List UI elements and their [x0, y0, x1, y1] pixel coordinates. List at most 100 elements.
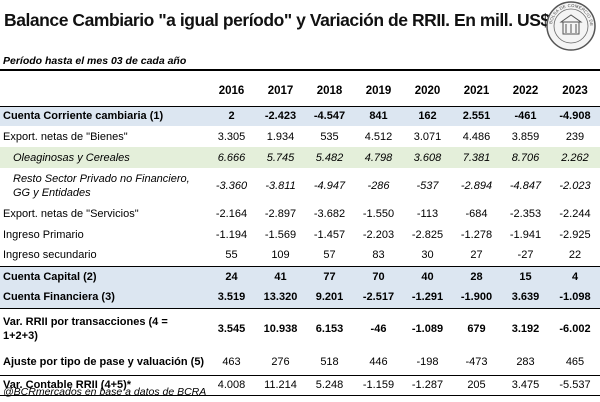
cell-value: -2.894 — [460, 179, 493, 192]
cell-value: 40 — [403, 265, 452, 287]
table-row: Ajuste por tipo de pase y valuación (5) … — [0, 349, 600, 375]
cell-value: 5.482 — [305, 147, 354, 168]
year-header: 2022 — [512, 84, 539, 97]
cell-value: -1.089 — [411, 322, 444, 335]
table-row: Cuenta Capital (2) 24 41 77 70 40 28 15 … — [0, 265, 600, 287]
table-row: Ingreso secundario 55 109 57 83 30 27 -2… — [0, 245, 600, 266]
cell-value: 6.666 — [207, 147, 256, 168]
row-label: Resto Sector Privado no Financiero, GG y… — [13, 172, 190, 199]
year-header: 2019 — [365, 84, 392, 97]
cell-value: 4.512 — [364, 130, 393, 143]
cell-value: -1.941 — [509, 228, 542, 241]
cell-value: 2 — [207, 105, 256, 126]
cell-value: -3.682 — [313, 207, 346, 220]
cell-value: 3.608 — [403, 147, 452, 168]
top-divider — [0, 69, 600, 71]
cell-value: 1.934 — [266, 130, 295, 143]
cell-value: 109 — [271, 249, 290, 262]
cell-value: -2.825 — [411, 228, 444, 241]
cell-value: 239 — [565, 130, 585, 143]
cell-value: -461 — [501, 105, 550, 126]
cell-value: 10.938 — [263, 322, 298, 335]
cell-value: 2.551 — [452, 105, 501, 126]
row-label: Cuenta Capital (2) — [0, 265, 207, 287]
table-row: Oleaginosas y Cereales 6.666 5.745 5.482… — [0, 147, 600, 168]
report-title: Balance Cambiario "a igual período" y Va… — [4, 10, 550, 30]
cell-value: 27 — [470, 249, 483, 262]
row-label: Oleaginosas y Cereales — [0, 147, 207, 168]
row-label: Ingreso secundario — [3, 249, 97, 262]
cell-value: 2.262 — [550, 147, 600, 168]
cell-value: -27 — [517, 249, 534, 262]
row-label: Ingreso Primario — [3, 228, 84, 241]
header-label-cell — [0, 76, 207, 106]
cell-value: -113 — [416, 207, 439, 220]
table-row: Resto Sector Privado no Financiero, GG y… — [0, 168, 600, 203]
cell-value: -1.457 — [313, 228, 346, 241]
cell-value: 28 — [452, 265, 501, 287]
cell-value: -1.278 — [460, 228, 493, 241]
cell-value: -684 — [465, 207, 488, 220]
cell-value: 3.859 — [511, 130, 540, 143]
cell-value: 22 — [568, 249, 582, 262]
cell-value: -1.291 — [403, 287, 452, 309]
cell-value: 55 — [225, 249, 238, 262]
table-row: Var. Contable RRII (4+5)* 4.008 11.214 5… — [0, 374, 600, 396]
cell-value: -1.098 — [550, 287, 600, 309]
cell-value: -473 — [465, 355, 488, 368]
row-label: Export. netas de "Bienes" — [3, 130, 128, 143]
table-row: Cuenta Corriente cambiaria (1) 2 -2.423 … — [0, 105, 600, 126]
cell-value: 205 — [452, 374, 501, 396]
row-label: Cuenta Corriente cambiaria (1) — [0, 105, 207, 126]
table-row: Ingreso Primario -1.194 -1.569 -1.457 -2… — [0, 224, 600, 245]
cell-value: -1.194 — [215, 228, 248, 241]
row-label: Export. netas de "Servicios" — [3, 207, 139, 220]
cell-value: 70 — [354, 265, 403, 287]
cell-value: -2.925 — [559, 228, 591, 241]
cell-value: -2.164 — [215, 207, 248, 220]
cell-value: 30 — [421, 249, 434, 262]
cell-value: 3.192 — [511, 322, 540, 335]
bcr-seal-logo: BOLSA DE COMERCIO DE ROSARIO — [545, 0, 596, 51]
cell-value: 24 — [207, 265, 256, 287]
year-header: 2020 — [414, 84, 441, 97]
cell-value: 535 — [320, 130, 339, 143]
cell-value: -3.811 — [265, 179, 296, 192]
cell-value: -4.947 — [313, 179, 346, 192]
row-label: Ajuste por tipo de pase y valuación (5) — [3, 355, 205, 368]
cell-value: 3.519 — [207, 287, 256, 309]
table-row: Cuenta Financiera (3) 3.519 13.320 9.201… — [0, 287, 600, 309]
year-header: 2016 — [218, 84, 245, 97]
cell-value: 446 — [369, 355, 388, 368]
cell-value: -537 — [416, 179, 439, 192]
cell-value: -1.287 — [403, 374, 452, 396]
cell-value: -2.517 — [354, 287, 403, 309]
cell-value: -1.569 — [264, 228, 297, 241]
balance-table: 2016 2017 2018 2019 2020 2021 2022 2023 … — [0, 76, 600, 396]
cell-value: 283 — [516, 355, 535, 368]
cell-value: -1.900 — [452, 287, 501, 309]
cell-value: 7.381 — [452, 147, 501, 168]
cell-value: 83 — [372, 249, 385, 262]
cell-value: 57 — [323, 249, 336, 262]
cell-value: 15 — [501, 265, 550, 287]
cell-value: -2.244 — [559, 207, 591, 220]
cell-value: -46 — [370, 322, 387, 335]
table-row: Export. netas de "Servicios" -2.164 -2.8… — [0, 203, 600, 224]
cell-value: 463 — [222, 355, 241, 368]
cell-value: 77 — [305, 265, 354, 287]
row-label: Cuenta Financiera (3) — [0, 287, 207, 309]
cell-value: 465 — [565, 355, 585, 368]
year-header: 2021 — [463, 84, 490, 97]
table-row: Var. RRII por transacciones (4 = 1+2+3) … — [0, 308, 600, 349]
header-row: 2016 2017 2018 2019 2020 2021 2022 2023 — [0, 76, 600, 106]
year-header: 2017 — [267, 84, 294, 97]
row-label: Var. RRII por transacciones (4 = 1+2+3) — [3, 315, 168, 342]
cell-value: -1.550 — [362, 207, 395, 220]
cell-value: 4.008 — [207, 374, 256, 396]
cell-value: 6.153 — [315, 322, 344, 335]
cell-value: -6.002 — [559, 322, 591, 335]
cell-value: 4.486 — [462, 130, 491, 143]
cell-value: 3.475 — [501, 374, 550, 396]
cell-value: 13.320 — [256, 287, 305, 309]
